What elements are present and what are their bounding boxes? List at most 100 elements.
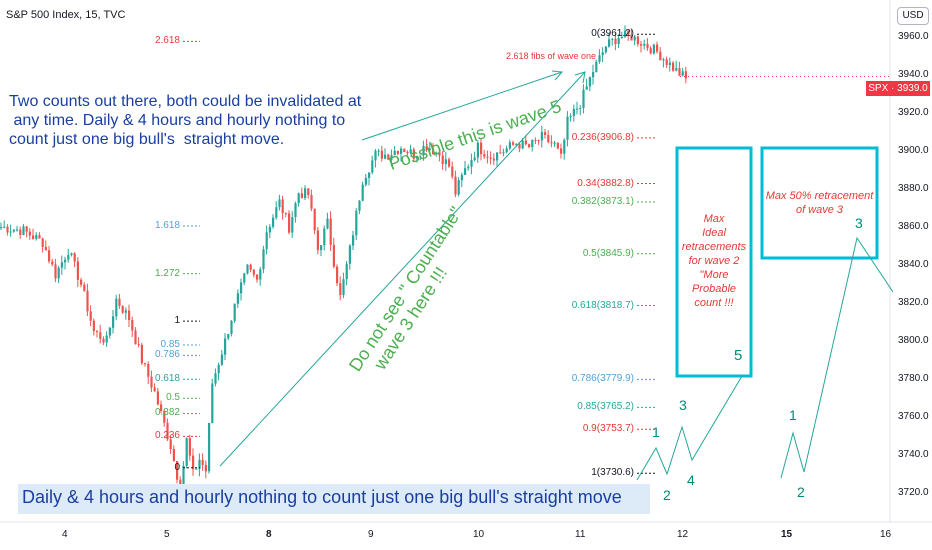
candle-body	[147, 363, 150, 377]
candle-body	[262, 249, 265, 270]
candle-body	[300, 193, 303, 198]
price-tick-label: 3920.0	[898, 106, 929, 118]
candle-body	[275, 207, 278, 218]
candle-body	[252, 269, 255, 275]
candle-body	[499, 152, 502, 154]
candle-body	[547, 134, 550, 143]
candle-body	[528, 144, 531, 147]
candle-body	[604, 46, 607, 53]
candle-body	[288, 213, 291, 233]
fib-left-level: 0	[174, 461, 180, 473]
candle-body	[281, 199, 284, 214]
candle-body	[169, 439, 172, 450]
candle-body	[403, 148, 406, 152]
trend-arrow-head	[574, 71, 586, 84]
candle-body	[416, 156, 419, 159]
candle-body	[121, 305, 124, 313]
candle-body	[524, 140, 527, 145]
fib-left-level: 0.236	[154, 430, 180, 442]
candle-body	[67, 254, 70, 260]
candle-body	[230, 320, 233, 334]
box-wave3-retracement	[760, 146, 879, 260]
candle-body	[124, 310, 127, 313]
candle-body	[505, 148, 508, 153]
price-tick-label: 3840.0	[898, 259, 929, 270]
candle-body	[342, 279, 345, 295]
candle-body	[492, 158, 495, 161]
time-tick-label: 11	[575, 529, 586, 540]
candle-body	[646, 43, 649, 49]
fib-left-level: 0.382	[154, 407, 180, 419]
candle-body	[211, 383, 214, 423]
candle-body	[486, 156, 489, 158]
candle-body	[678, 68, 681, 76]
candle-body	[627, 30, 630, 35]
candle-body	[35, 235, 38, 239]
candle-body	[454, 176, 457, 195]
fib-right-level: 0.5(3845.9)	[582, 247, 634, 259]
candle-body	[400, 148, 403, 154]
price-tick-label: 3820.0	[898, 297, 929, 309]
candle-body	[502, 152, 505, 154]
candle-body	[576, 108, 579, 110]
candle-body	[256, 274, 259, 280]
candle-body	[112, 316, 115, 328]
candle-body	[617, 38, 620, 45]
candle-body	[672, 62, 675, 71]
candle-body	[665, 59, 668, 65]
candle-body	[611, 38, 614, 40]
candle-body	[83, 284, 86, 291]
candle-body	[201, 459, 204, 465]
candle-body	[86, 290, 89, 312]
candle-body	[25, 226, 28, 232]
candle-body	[652, 44, 655, 54]
candle-body	[297, 193, 300, 204]
candle-body	[473, 157, 476, 160]
candle-body	[198, 459, 201, 469]
price-axis-border	[0, 0, 932, 523]
candle-body	[214, 373, 217, 384]
fib-right-level: 0(3961.2)	[591, 28, 634, 40]
candle-body	[176, 461, 179, 480]
candle-body	[352, 235, 355, 246]
candle-body	[278, 199, 281, 208]
candle-body	[265, 232, 268, 250]
price-tick-label: 3900.0	[898, 144, 929, 156]
candle-body	[233, 303, 236, 321]
candle-body	[540, 132, 543, 141]
candle-body	[428, 148, 431, 150]
candle-body	[41, 238, 44, 247]
price-tick-label: 3880.0	[898, 182, 929, 194]
candle-body	[80, 279, 83, 285]
candle-body	[208, 422, 211, 472]
candle-body	[640, 44, 643, 46]
candle-body	[217, 364, 220, 374]
candle-body	[0, 227, 3, 229]
candle-body	[483, 154, 486, 157]
candle-body	[227, 333, 230, 339]
fibs-wave-one-text: 2.618 fibs of wave one	[506, 51, 597, 61]
candle-body	[380, 150, 383, 159]
fib-ticks-group	[183, 33, 890, 474]
candle-body	[374, 150, 377, 161]
candle-body	[249, 264, 252, 270]
candle-body	[140, 344, 143, 364]
chart-title: S&P 500 Index, 15, TVC	[6, 9, 126, 21]
candle-body	[489, 157, 492, 159]
candle-body	[633, 36, 636, 41]
currency-button[interactable]: USD	[897, 7, 929, 25]
wave-path-right	[780, 236, 894, 479]
candle-body	[12, 229, 15, 232]
candle-body	[393, 150, 396, 156]
candle-body	[368, 172, 371, 178]
candle-body	[144, 363, 147, 365]
candles-group	[0, 25, 687, 496]
candle-body	[457, 180, 460, 195]
candle-body	[601, 52, 604, 56]
candle-body	[19, 229, 22, 236]
candle-body	[496, 152, 499, 161]
candle-body	[137, 344, 140, 346]
candle-body	[684, 71, 687, 79]
